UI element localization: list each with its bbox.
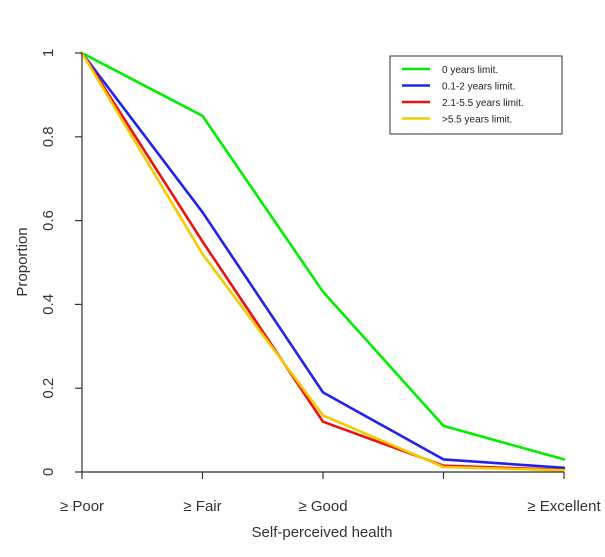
- legend-label: >5.5 years limit.: [442, 115, 512, 126]
- x-tick-label: ≥ Poor: [60, 498, 104, 515]
- y-axis-title: Proportion: [14, 227, 31, 296]
- y-tick-label: 0.6: [40, 210, 57, 231]
- y-tick-label: 0: [40, 468, 57, 476]
- x-tick-label: ≥ Fair: [183, 498, 221, 515]
- tick-labels: 0 0.2 0.4 0.6 0.8 1 ≥ Poor ≥ Fair ≥ Good ≥ Excell…: [40, 49, 601, 515]
- x-tick-label: ≥ Excellent: [527, 498, 601, 515]
- legend-label: 0.1-2 years limit.: [442, 82, 515, 93]
- x-axis-title: Self-perceived health: [252, 524, 393, 541]
- series-line-2: [80, 51, 566, 470]
- y-tick-label: 1: [40, 49, 57, 57]
- series-line-1: [80, 51, 566, 461]
- y-tick-label: 0.8: [40, 126, 57, 147]
- y-tick-label: 0.2: [40, 378, 57, 399]
- y-tick-label: 0.4: [40, 294, 57, 315]
- legend-label: 2.1-5.5 years limit.: [442, 98, 524, 109]
- series-line-4: [80, 51, 566, 472]
- legend-label: 0 years limit.: [442, 65, 498, 76]
- x-tick-label: ≥ Good: [298, 498, 347, 515]
- plot-lines: [80, 51, 566, 472]
- axes: [75, 52, 565, 479]
- legend: 0 years limit. 0.1-2 years limit. 2.1-5.5 …: [389, 55, 563, 135]
